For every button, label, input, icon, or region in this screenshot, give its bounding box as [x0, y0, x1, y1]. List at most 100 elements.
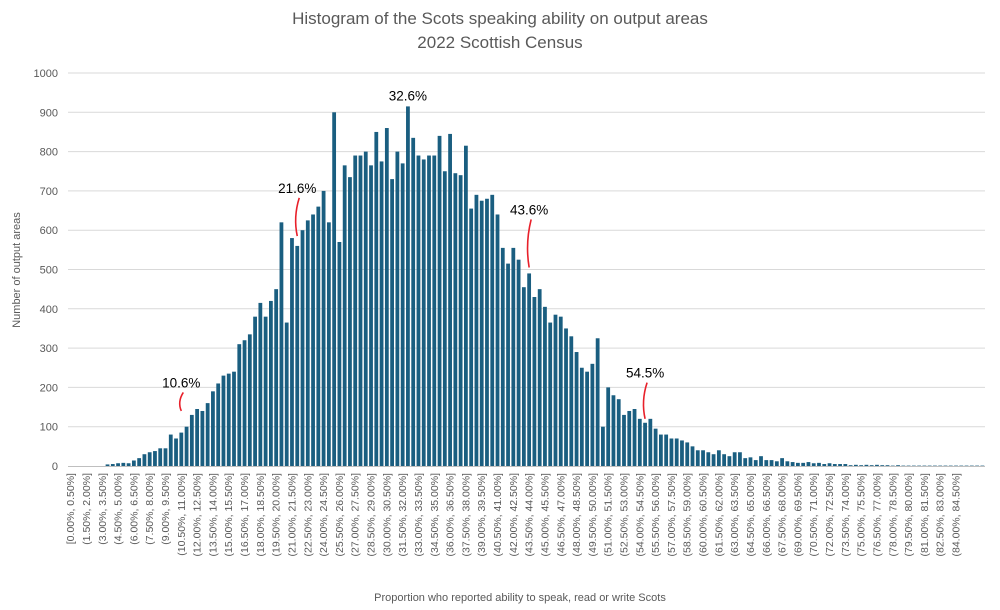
bar [116, 463, 120, 466]
bar [959, 465, 964, 467]
x-tick-label: (81.00%, 81.50%] [919, 473, 931, 557]
bar [527, 273, 532, 466]
bar [305, 220, 310, 467]
y-tick-label: 400 [40, 304, 58, 316]
annotation-label: 21.6% [278, 181, 316, 196]
x-axis-ticks: [0.00%, 0.50%] (1.50%, 2.00%] (3.00%, 3.50… [65, 473, 962, 557]
x-tick-label: (46.50%, 47.00%] [555, 473, 567, 557]
x-tick-label: (16.50%, 17.00%] [239, 473, 251, 557]
x-tick-label: (25.50%, 26.00%] [334, 473, 346, 557]
bar [437, 135, 442, 466]
bar [342, 165, 347, 467]
bar [806, 462, 811, 466]
bars [105, 106, 985, 467]
bar [500, 247, 505, 466]
bar [832, 464, 837, 466]
y-tick-label: 300 [40, 343, 58, 355]
x-tick-label: (12.00%, 12.50%] [192, 473, 204, 557]
bar [221, 375, 226, 466]
x-tick-label: (10.50%, 11.00%] [176, 473, 188, 556]
bar [569, 336, 574, 466]
bar [680, 440, 684, 466]
bar [274, 289, 279, 466]
bar [917, 465, 922, 467]
bar [880, 465, 885, 466]
bar [479, 200, 484, 466]
bar [853, 464, 858, 466]
bar [732, 452, 737, 466]
bar [869, 465, 874, 466]
bar [411, 137, 416, 466]
bar [601, 426, 605, 466]
bar [643, 422, 647, 466]
bar [179, 432, 184, 466]
bar [321, 190, 326, 466]
bar [174, 438, 178, 466]
bar [896, 465, 900, 466]
bar [247, 334, 252, 466]
bar [811, 463, 816, 466]
bar [469, 208, 474, 466]
bar [442, 171, 447, 466]
bar [616, 399, 621, 466]
y-tick-label: 100 [40, 422, 58, 434]
bar [311, 214, 315, 466]
bar [611, 395, 616, 466]
bar [400, 163, 405, 466]
bar [184, 426, 189, 466]
x-tick-label: (72.00%, 72.50%] [824, 473, 836, 557]
bar [216, 383, 221, 466]
bar [421, 159, 426, 466]
bar [969, 465, 974, 467]
annotation-pointer [178, 391, 184, 412]
x-tick-label: (52.50%, 53.00%] [619, 473, 631, 557]
x-tick-label: (27.00%, 27.50%] [350, 473, 362, 557]
bar [548, 322, 553, 466]
bar [253, 316, 257, 466]
bar [158, 448, 163, 466]
bar [722, 454, 727, 466]
x-tick-label: (36.00%, 36.50%] [445, 473, 457, 557]
bar [226, 373, 231, 466]
x-tick-label: (13.50%, 14.00%] [207, 473, 219, 557]
x-tick-label: (64.50%, 65.00%] [745, 473, 757, 557]
bar [653, 428, 658, 466]
x-tick-label: (75.00%, 75.50%] [856, 473, 868, 557]
bar [521, 287, 526, 466]
bar [637, 418, 642, 466]
x-tick-label: (51.00%, 51.50%] [603, 473, 615, 557]
x-tick-label: (24.00%, 24.50%] [318, 473, 330, 557]
bar [337, 241, 342, 466]
bar [464, 145, 468, 466]
x-tick-label: (49.50%, 50.00%] [587, 473, 599, 557]
x-tick-label: (73.50%, 74.00%] [840, 473, 852, 557]
bar [590, 363, 595, 466]
bar [558, 316, 563, 466]
bar [195, 409, 200, 466]
bar [316, 206, 321, 466]
chart-title: Histogram of the Scots speaking ability … [292, 9, 708, 28]
bar [279, 222, 284, 466]
bar [827, 463, 832, 466]
bar [126, 463, 131, 466]
bar [284, 322, 289, 466]
bar [300, 230, 305, 466]
x-tick-label: (45.00%, 45.50%] [539, 473, 551, 557]
bar [780, 458, 784, 466]
bar [579, 367, 584, 466]
x-tick-label: (9.00%, 9.50%] [160, 473, 172, 545]
bar [427, 155, 431, 466]
bar [353, 155, 358, 466]
bar [796, 462, 800, 466]
bar [448, 133, 452, 467]
bar [189, 414, 194, 466]
bar [205, 403, 210, 466]
x-tick-label: (54.00%, 54.50%] [634, 473, 646, 557]
bar [690, 446, 695, 466]
bar [290, 238, 294, 466]
y-tick-label: 900 [40, 107, 58, 119]
bar [543, 306, 547, 466]
bar [875, 464, 879, 466]
x-tick-label: (70.50%, 71.00%] [808, 473, 820, 557]
bar [490, 194, 495, 466]
